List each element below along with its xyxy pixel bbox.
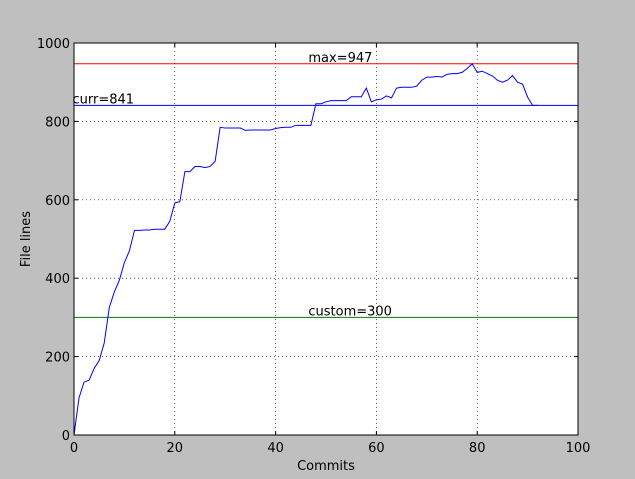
- grid: [74, 43, 578, 435]
- plot-frame: [73, 42, 579, 436]
- x-tick-label: 80: [469, 441, 486, 456]
- reference-label: curr=841: [72, 92, 134, 107]
- x-tick-label: 20: [167, 441, 184, 456]
- reference-labels: max=947 curr=841 custom=300: [72, 51, 391, 320]
- x-tick-label: 0: [70, 441, 78, 456]
- y-tick-label: 1000: [37, 37, 70, 52]
- y-tick-label: 800: [45, 115, 70, 130]
- x-tick-label: 40: [267, 441, 284, 456]
- reference-label: custom=300: [308, 304, 392, 319]
- plot-area: [74, 43, 578, 435]
- series-line: [73, 62, 538, 436]
- y-axis-label: File lines: [19, 211, 34, 267]
- x-axis-label: Commits: [297, 459, 355, 474]
- reference-lines: [74, 63, 578, 318]
- reference-label: max=947: [308, 51, 372, 66]
- y-tick-label: 600: [45, 194, 70, 209]
- y-tick-label: 0: [62, 429, 70, 444]
- x-tick-label: 60: [368, 441, 385, 456]
- y-tick-label: 400: [45, 272, 70, 287]
- x-tick-label: 100: [566, 441, 591, 456]
- y-tick-label: 200: [45, 351, 70, 366]
